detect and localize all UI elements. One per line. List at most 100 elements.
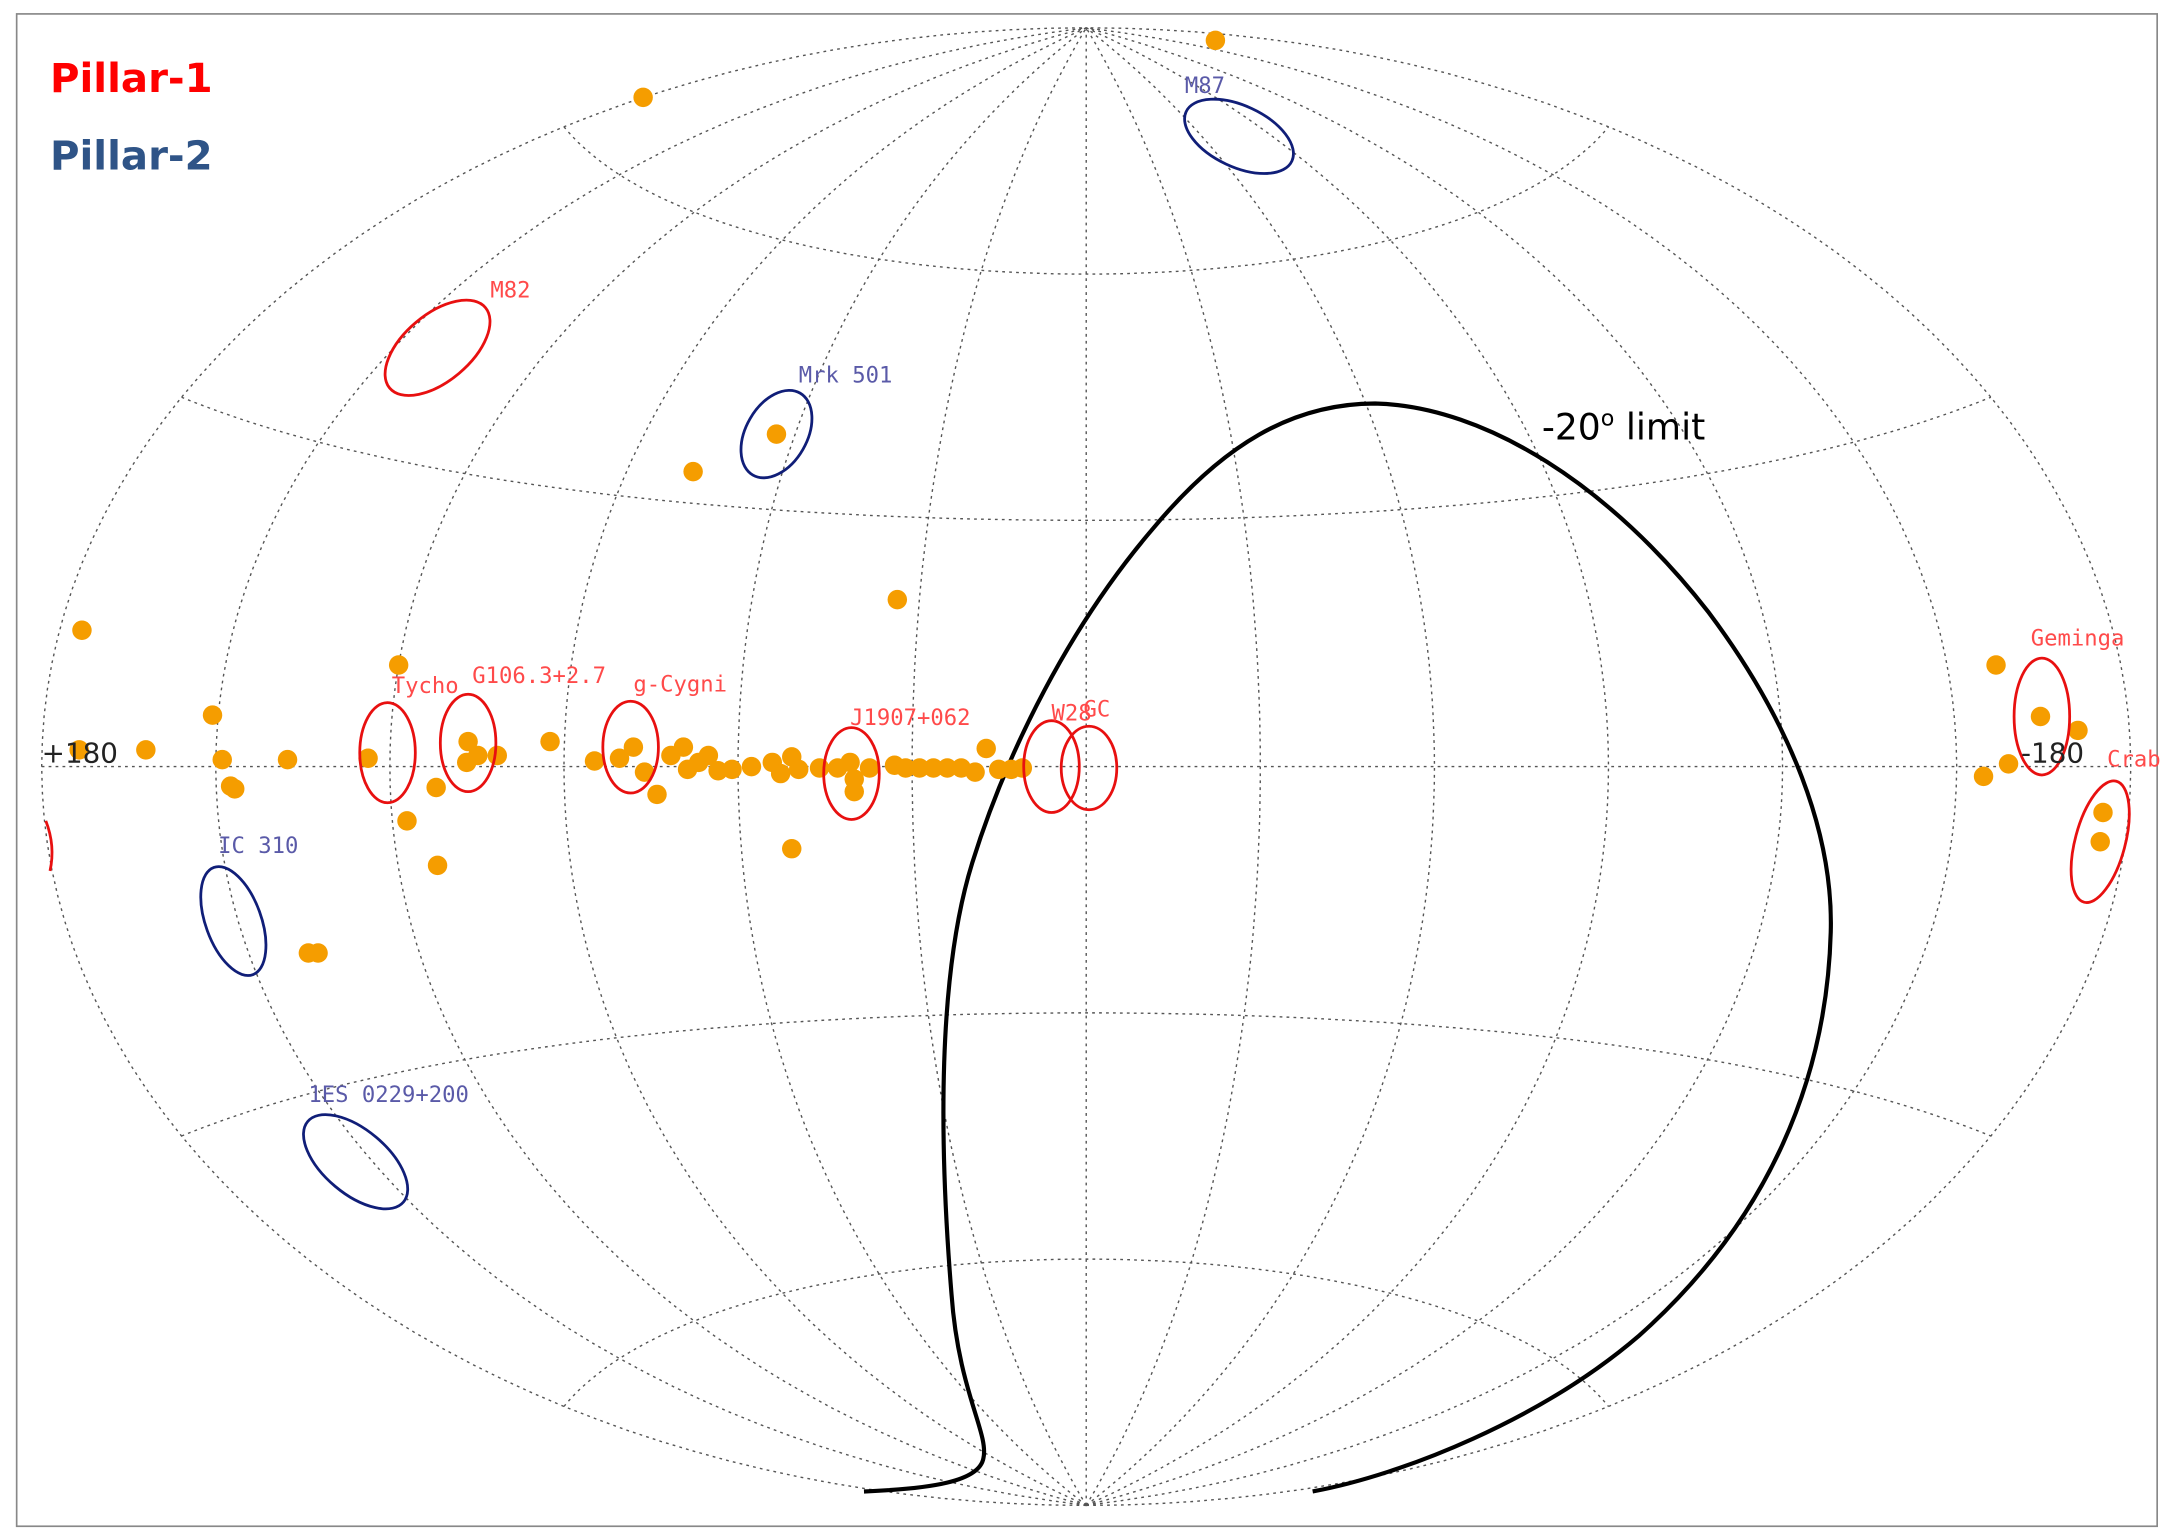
source-dot	[456, 752, 477, 773]
source-label: IC 310	[218, 833, 298, 859]
source-dot	[937, 758, 958, 778]
source-dot	[2093, 802, 2113, 823]
source-dot	[1012, 758, 1033, 778]
frame	[15, 13, 2158, 1528]
meridian	[215, 27, 1087, 1507]
source-label: GC	[1083, 697, 1110, 723]
source-dot	[633, 87, 653, 108]
source-dot	[770, 763, 791, 784]
axis-label-left: +180	[42, 736, 118, 769]
limit-value: -20	[1542, 406, 1601, 449]
source-label: Mrk 501	[799, 363, 893, 389]
source-dot	[1973, 766, 1994, 787]
source-dot	[72, 620, 92, 640]
source-dot	[426, 777, 446, 798]
source-dot	[782, 838, 802, 859]
limit-label: -20o limit	[1542, 406, 1705, 449]
source-region	[438, 692, 498, 794]
source-dot	[887, 589, 908, 610]
source-label: Tycho	[392, 673, 459, 699]
source-dot	[766, 424, 787, 444]
source-label: W28	[1051, 701, 1091, 727]
parallel	[181, 1012, 1992, 1137]
source-dot	[397, 811, 417, 831]
source-dot	[458, 731, 478, 752]
source-region	[1059, 724, 1119, 812]
source-region	[1183, 97, 1295, 175]
source-dot	[427, 855, 448, 876]
source-dot	[1986, 655, 2006, 675]
limit-curve	[863, 401, 1833, 1494]
source-dot	[673, 737, 694, 757]
source-dot	[202, 705, 223, 725]
source-label: M82	[490, 278, 530, 304]
source-regions	[199, 97, 2131, 1211]
parallel	[181, 396, 1992, 522]
source-dot	[136, 740, 156, 760]
source-labels: M87 M82 Mrk 501 Tycho G106.3+2.7 g-Cygni J1907…	[218, 73, 2161, 1108]
source-dot	[698, 745, 719, 766]
source-dot	[788, 759, 809, 780]
meridian	[1086, 27, 1958, 1507]
source-region	[302, 1113, 410, 1211]
source-dots	[69, 30, 2113, 963]
source-label: Geminga	[2031, 626, 2125, 652]
source-dot	[683, 461, 703, 482]
source-dot	[358, 748, 378, 768]
grid	[40, 27, 2132, 1507]
source-dot	[487, 745, 507, 766]
source-label: M87	[1185, 73, 1225, 99]
source-dot	[2030, 706, 2051, 727]
source-dot	[634, 762, 655, 782]
source-region	[383, 298, 492, 397]
source-region	[199, 865, 268, 977]
source-dot	[909, 758, 930, 778]
source-dot	[1205, 30, 1226, 51]
meridian	[1086, 27, 1784, 1507]
source-region	[358, 701, 417, 805]
parallel	[563, 1258, 1610, 1407]
source-dot	[308, 943, 328, 963]
limit-suffix: limit	[1614, 406, 1705, 449]
source-dot	[540, 731, 560, 752]
source-label: J1907+062	[850, 705, 970, 731]
source-region	[1022, 719, 1081, 814]
source-dot	[212, 749, 232, 770]
source-dot	[623, 737, 644, 757]
source-label: Crab	[2107, 747, 2161, 773]
legend-pillar-2: Pillar-2	[50, 133, 213, 180]
source-dot	[844, 781, 864, 802]
source-dot	[2068, 720, 2088, 741]
source-dot	[923, 758, 944, 778]
axis-label-right: -180	[2021, 736, 2084, 769]
source-dot	[277, 749, 298, 770]
source-dot	[388, 655, 409, 675]
source-dot	[584, 751, 605, 771]
source-dot	[976, 738, 996, 759]
source-label: G106.3+2.7	[472, 663, 606, 689]
region-edge	[44, 820, 54, 872]
source-region	[739, 388, 814, 480]
source-dot	[1998, 754, 2019, 774]
source-region	[2012, 656, 2072, 777]
source-dot	[741, 756, 762, 777]
source-dot	[647, 784, 667, 805]
legend-pillar-1: Pillar-1	[50, 55, 213, 102]
source-dot	[609, 748, 630, 768]
source-dot	[69, 740, 89, 760]
source-dot	[225, 779, 245, 799]
source-label: 1ES 0229+200	[308, 1082, 469, 1108]
limit-superscript: o	[1601, 406, 1615, 432]
source-dot	[965, 762, 985, 782]
source-dot	[722, 759, 742, 780]
source-dot	[2090, 832, 2110, 852]
parallel	[563, 126, 1610, 275]
source-region	[601, 699, 660, 795]
source-region	[2069, 779, 2131, 904]
source-region	[822, 726, 881, 821]
source-dot	[895, 758, 916, 778]
source-dot	[840, 752, 860, 773]
source-dot	[859, 758, 880, 778]
source-label: g-Cygni	[633, 671, 727, 697]
